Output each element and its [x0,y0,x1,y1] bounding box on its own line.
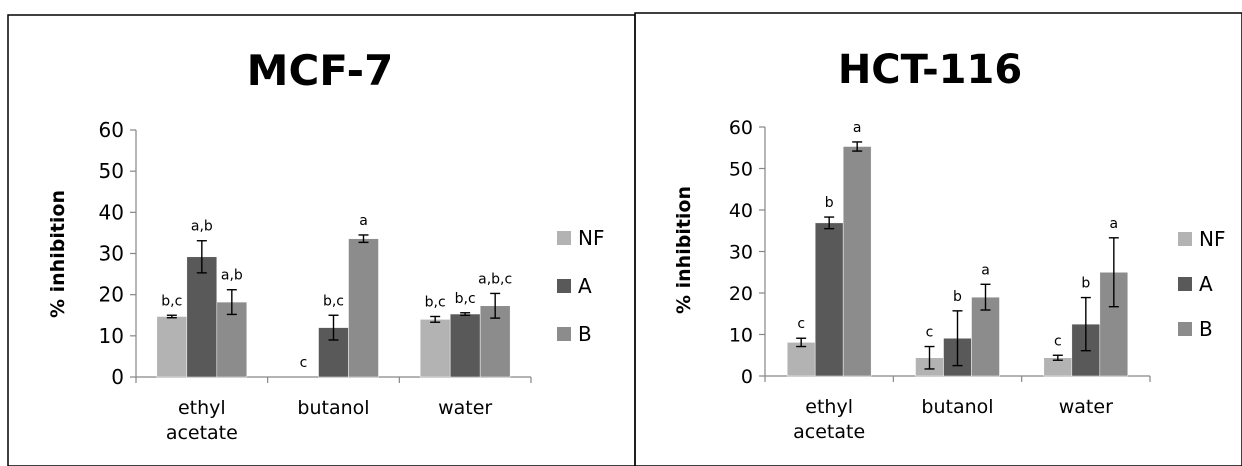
y-tick-label: 60 [99,118,124,142]
legend-swatch-B [557,327,571,341]
significance-letter: a [981,262,990,278]
legend-label-B: B [1199,317,1213,341]
y-tick-label: 50 [729,159,753,181]
x-category-label: acetate [793,421,865,443]
legend-label-B: B [578,322,592,346]
bar-A [449,313,481,378]
y-tick-label: 10 [99,324,124,348]
legend-label-NF: NF [1199,227,1225,251]
x-category-label: butanol [297,397,369,419]
x-category-label: acetate [166,422,238,444]
y-tick-label: 0 [111,365,124,389]
significance-letter: b,c [323,293,344,309]
x-category-label: ethyl [178,397,226,419]
legend-swatch-A [1178,277,1192,291]
significance-letter: a [1110,216,1119,232]
bar-B [348,238,379,378]
y-axis-label: % inhibition [673,186,695,314]
bar-A [186,256,218,378]
y-tick-label: 50 [99,159,124,183]
bar-A [814,222,844,377]
significance-letter: b [1081,276,1090,292]
bar-NF [156,316,188,378]
legend-label-A: A [578,274,592,298]
significance-letter: b [825,195,834,211]
y-tick-label: 20 [729,283,753,305]
y-tick-label: 10 [729,325,753,347]
legend-label-NF: NF [578,226,604,250]
chart-panel-1: MCF-7 0 10 20 30 40 50 60 % inhibition ethyl aceta… [7,14,636,466]
y-tick-label: 60 [729,117,753,139]
significance-letter: b [953,289,962,305]
y-tick-label: 20 [99,283,124,307]
y-tick-label: 40 [729,200,753,222]
legend-swatch-NF [1178,232,1192,246]
legend-swatch-A [557,279,571,293]
y-axis-label: % inhibition [47,190,69,318]
significance-letter: b,c [161,293,182,309]
significance-letter: a,b [221,268,243,284]
legend-swatch-NF [557,231,571,245]
significance-letter: a,b,c [478,271,512,287]
y-tick-label: 30 [99,242,124,266]
significance-letter: a [359,213,368,229]
y-tick-label: 40 [99,200,124,224]
significance-letter: c [926,325,934,341]
legend-label-A: A [1199,272,1213,296]
chart-title: HCT-116 [838,47,1022,93]
significance-letter: a [853,120,862,136]
x-category-label: ethyl [805,396,853,418]
significance-letter: c [797,316,805,332]
significance-letter: a,b [191,219,213,235]
x-category-label: water [438,397,492,419]
bar-NF [786,342,816,377]
y-tick-label: 30 [729,242,753,264]
panel-frame [634,12,1242,466]
legend-swatch-B [1178,322,1192,336]
significance-letter: c [1054,333,1062,349]
x-category-label: water [1059,396,1113,418]
y-tick-label: 0 [741,366,753,388]
chart-title: MCF-7 [247,46,394,95]
significance-letter: b,c [425,294,446,310]
x-category-label: butanol [921,396,993,418]
significance-letter: b,c [455,291,476,307]
significance-letter: c [300,355,308,371]
bar-NF [419,319,451,378]
chart-panel-2: HCT-116 0 10 20 30 40 50 60 % inhibition ethyl ace… [634,12,1242,466]
bar-B [842,146,872,377]
